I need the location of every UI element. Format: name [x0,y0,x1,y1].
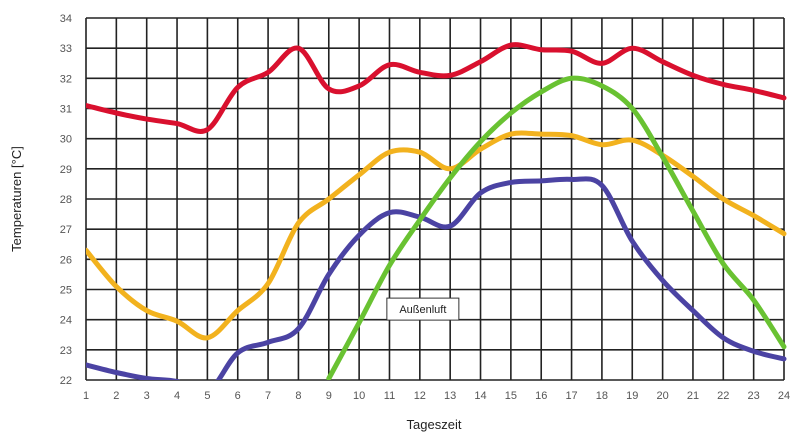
y-tick-label: 32 [60,73,72,85]
y-tick-label: 26 [60,254,72,266]
x-tick-label: 2 [113,390,119,402]
x-axis-label: Tageszeit [407,417,462,432]
y-tick-label: 31 [60,104,72,116]
y-tick-label: 27 [60,224,72,236]
y-tick-label: 29 [60,164,72,176]
series-lines [86,42,787,380]
annotation-label: Außenluft [399,304,446,316]
y-tick-label: 30 [60,134,72,146]
x-tick-label: 13 [444,390,456,402]
x-tick-label: 5 [204,390,210,402]
series-line-4 [326,75,787,380]
x-tick-label: 20 [656,390,668,402]
x-tick-label: 8 [295,390,301,402]
x-tick-label: 4 [174,390,180,402]
x-tick-label: 11 [384,390,395,402]
x-tick-label: 16 [535,390,547,402]
x-tick-label: 12 [414,390,426,402]
y-tick-label: 22 [60,375,72,387]
y-tick-label: 33 [60,43,72,55]
y-tick-label: 34 [60,13,72,25]
x-tick-label: 24 [778,390,790,402]
series-line-3 [86,176,787,380]
y-tick-label: 25 [60,285,72,297]
x-tick-label: 19 [626,390,638,402]
x-tick-label: 1 [83,390,89,402]
x-tick-label: 7 [265,390,271,402]
y-tick-label: 24 [60,315,72,327]
y-tick-label: 28 [60,194,72,206]
x-tick-labels: 1 2 3 4 5 6 7 8 9 10 11 12 13 14 15 16 17 18 19 20 21 22 23 24 [83,390,790,402]
y-tick-labels: 22 23 24 25 26 27 28 29 30 31 32 33 34 [60,13,72,387]
series-line-1 [86,42,787,134]
x-tick-label: 23 [748,390,760,402]
x-tick-label: 15 [505,390,517,402]
annotation-box [386,297,460,321]
annotation: Außenluft [386,297,460,321]
x-tick-label: 9 [326,390,332,402]
y-tick-label: 23 [60,345,72,357]
x-tick-label: 3 [144,390,150,402]
x-tick-label: 21 [687,390,699,402]
y-axis-label: Temperaturen [°C] [9,146,24,252]
x-tick-label: 10 [353,390,365,402]
x-tick-label: 17 [565,390,577,402]
x-tick-label: 18 [596,390,608,402]
x-tick-label: 14 [474,390,486,402]
x-tick-label: 6 [235,390,241,402]
x-tick-label: 22 [717,390,729,402]
